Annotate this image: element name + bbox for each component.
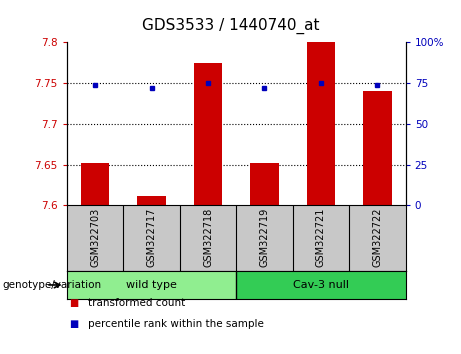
Text: wild type: wild type [126,280,177,290]
Bar [307,42,335,205]
Bar [363,91,391,205]
Text: transformed count: transformed count [88,298,185,308]
Text: GDS3533 / 1440740_at: GDS3533 / 1440740_at [142,18,319,34]
Text: GSM322717: GSM322717 [147,207,157,267]
FancyBboxPatch shape [236,271,406,299]
Text: percentile rank within the sample: percentile rank within the sample [88,319,264,329]
Text: GSM322719: GSM322719 [260,207,270,267]
Bar [250,163,278,205]
Text: GSM322721: GSM322721 [316,207,326,267]
Text: ■: ■ [69,319,78,329]
Bar [194,63,222,205]
Text: GSM322722: GSM322722 [372,207,383,267]
FancyBboxPatch shape [67,271,236,299]
Text: genotype/variation: genotype/variation [2,280,101,290]
Bar [137,195,165,205]
Text: Cav-3 null: Cav-3 null [293,280,349,290]
Text: GSM322703: GSM322703 [90,207,100,267]
Bar [81,163,109,205]
Text: ■: ■ [69,298,78,308]
Text: GSM322718: GSM322718 [203,207,213,267]
